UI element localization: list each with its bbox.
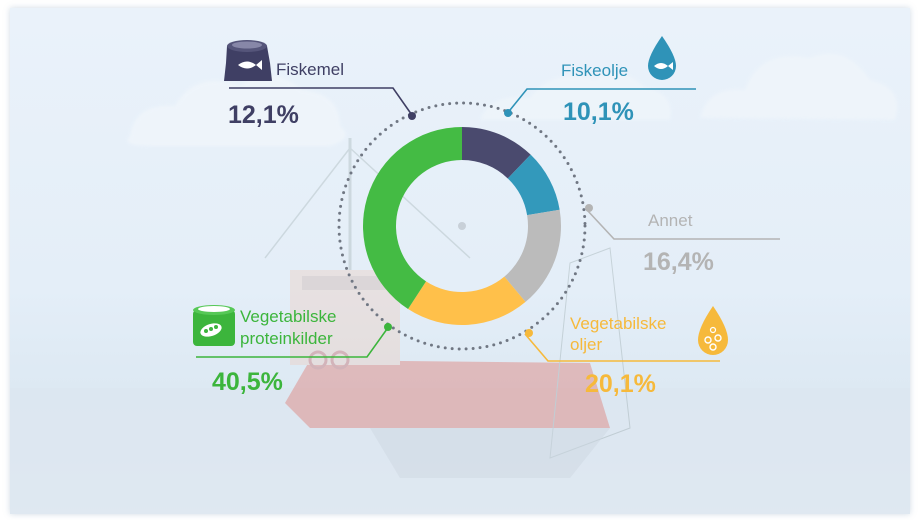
fishing-boat-background: [264, 138, 631, 478]
dotted-ring: [337, 101, 587, 351]
label-fiskemel-value: 12,1%: [228, 101, 299, 129]
vegetable-oil-drop-icon: [698, 306, 728, 355]
connector-annet: [586, 209, 780, 240]
connector-fiskemel: [229, 87, 415, 119]
connector-vegprotein: [196, 328, 388, 358]
label-annet-name: Annet: [648, 211, 693, 230]
fishmeal-sack-icon: [224, 40, 272, 81]
donut-center-hub: [458, 222, 466, 230]
sea-background: [10, 388, 910, 514]
donut-slice-vegetabilske-proteinkilder: [362, 127, 462, 310]
label-vegprotein-name-line2: proteinkilder: [240, 329, 333, 348]
label-vegolje-name-line1: Vegetabilske: [570, 314, 666, 333]
cloud-background: [127, 53, 898, 146]
label-vegprotein-name-line1: Vegetabilske: [240, 307, 336, 326]
label-vegprotein-value: 40,5%: [212, 368, 283, 396]
connector-dots: [384, 109, 593, 337]
infographic-canvas: Fiskemel 12,1% Fiskeolje 10,1% Annet 16,…: [10, 36, 910, 514]
donut-slice-vegetabilske-oljer: [408, 276, 526, 326]
label-connectors: [196, 87, 780, 362]
infographic-frame: Fiskemel 12,1% Fiskeolje 10,1% Annet 16,…: [10, 8, 910, 514]
donut-slice-fiskeolje: [507, 154, 560, 216]
label-vegolje-value: 20,1%: [585, 370, 656, 398]
donut-slice-fiskemel: [462, 127, 531, 179]
label-annet-value: 16,4%: [643, 248, 714, 276]
label-fiskeolje-value: 10,1%: [563, 98, 634, 126]
plant-protein-can-icon: [193, 305, 235, 346]
label-vegolje-name-line2: oljer: [570, 335, 602, 354]
label-fiskemel-name: Fiskemel: [276, 60, 344, 79]
donut-chart: [337, 101, 587, 351]
fish-oil-drop-icon: [648, 36, 676, 80]
connector-fiskeolje: [505, 88, 696, 116]
donut-slice-annet: [504, 209, 561, 302]
connector-vegolje: [524, 333, 720, 362]
label-fiskeolje-name: Fiskeolje: [561, 61, 628, 80]
